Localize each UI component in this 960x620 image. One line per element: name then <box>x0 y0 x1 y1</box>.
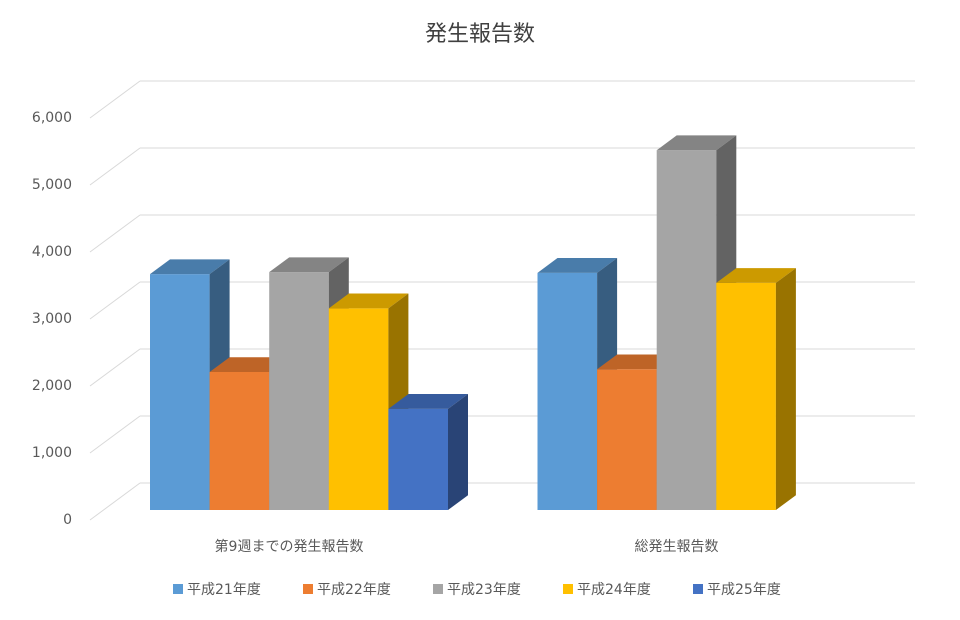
chart-title: 発生報告数 <box>425 22 535 47</box>
legend-swatch <box>693 584 703 594</box>
bar-top <box>537 258 618 273</box>
bar-front <box>150 274 210 511</box>
bar-front <box>388 408 448 511</box>
bar-side <box>775 268 796 511</box>
legend-swatch <box>173 584 183 594</box>
bar-top <box>328 293 409 309</box>
legend-label: 平成23年度 <box>447 582 521 598</box>
legend-label: 平成25年度 <box>707 582 781 598</box>
grid-line <box>89 348 141 387</box>
y-tick-label: 2,000 <box>32 378 72 394</box>
grid-line <box>89 281 141 320</box>
grid-line <box>89 214 141 253</box>
grid-line <box>89 415 141 454</box>
bar-front <box>716 282 776 511</box>
grid-line <box>89 482 141 521</box>
legend-label: 平成21年度 <box>187 582 261 598</box>
y-tick-label: 6,000 <box>32 110 72 126</box>
bar-top <box>150 259 230 275</box>
legend-label: 平成22年度 <box>317 582 391 598</box>
bar-side <box>448 394 468 511</box>
legend-swatch <box>433 584 443 594</box>
bar-front <box>597 369 657 511</box>
bar-front <box>656 150 717 511</box>
y-tick-label: 1,000 <box>32 445 72 461</box>
bar-top <box>388 394 468 409</box>
y-tick-label: 0 <box>63 512 72 528</box>
bar-front <box>209 371 270 511</box>
x-tick-label: 第9週までの発生報告数 <box>215 538 364 555</box>
legend-label: 平成24年度 <box>577 582 651 598</box>
bar-top <box>716 268 796 283</box>
legend-swatch <box>303 584 313 594</box>
legend-swatch <box>563 584 573 594</box>
bar-top <box>656 135 737 151</box>
grid-line <box>89 147 141 186</box>
bar-front <box>269 272 329 511</box>
y-tick-label: 5,000 <box>32 177 72 193</box>
grid-line <box>89 80 141 119</box>
x-tick-label: 総発生報告数 <box>635 539 719 555</box>
bar-top <box>269 257 349 273</box>
y-tick-label: 3,000 <box>32 311 72 327</box>
bar-front <box>328 308 389 511</box>
bar-front <box>537 272 598 511</box>
y-tick-label: 4,000 <box>32 244 72 260</box>
